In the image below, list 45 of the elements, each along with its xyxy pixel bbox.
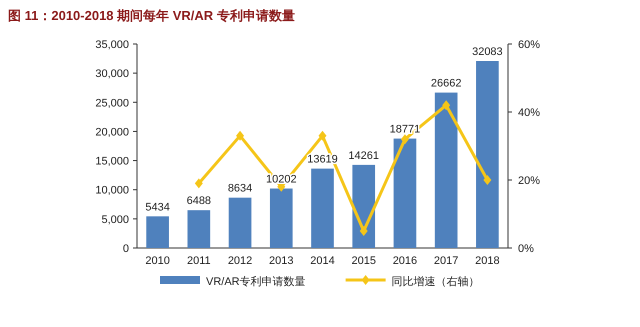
data-label: 14261 — [348, 150, 380, 162]
y-tick-label: 15,000 — [95, 156, 129, 168]
bar — [228, 198, 252, 248]
x-tick-label: 2011 — [187, 255, 211, 267]
y-tick-label: 25,000 — [95, 97, 129, 110]
y2-tick-label: 20% — [518, 175, 540, 187]
legend-label: 同比增速（右轴） — [392, 275, 480, 288]
data-label: 32083 — [472, 46, 503, 58]
point — [236, 130, 244, 141]
point — [194, 178, 203, 188]
bar — [476, 61, 499, 248]
bar — [146, 216, 169, 248]
y2-tick-label: 0% — [518, 243, 534, 255]
x-tick-label: 2013 — [269, 255, 294, 267]
x-tick-label: 2017 — [434, 255, 458, 267]
bar — [187, 210, 210, 248]
x-tick-label: 2012 — [228, 255, 252, 267]
x-tick-label: 2018 — [475, 255, 500, 267]
data-label: 6488 — [186, 195, 212, 208]
bar — [270, 188, 293, 248]
x-tick-label: 2015 — [351, 255, 376, 267]
x-tick-label: 2016 — [392, 255, 418, 267]
y2-tick-label: 60% — [518, 39, 540, 51]
y-tick-label: 35,000 — [95, 39, 129, 51]
y-tick-label: 0 — [122, 243, 129, 255]
point — [318, 130, 326, 141]
bar — [394, 138, 416, 248]
bar — [434, 92, 458, 248]
y2-tick-label: 40% — [518, 107, 540, 119]
y-tick-label: 30,000 — [95, 68, 129, 80]
data-label: 5434 — [145, 201, 170, 214]
x-tick-label: 2014 — [310, 255, 335, 267]
point — [360, 226, 368, 236]
y-tick-label: 10,000 — [95, 184, 129, 197]
data-label: 26662 — [430, 78, 462, 90]
data-label: 8634 — [228, 182, 252, 195]
point — [442, 100, 450, 110]
point — [400, 134, 409, 144]
y-tick-label: 20,000 — [95, 126, 129, 138]
bar — [311, 168, 334, 248]
chart-title: 图 11：2010-2018 期间每年 VR/AR 专利申请数量 — [8, 8, 295, 23]
x-tick-label: 2010 — [145, 255, 170, 267]
y-tick-label: 5,000 — [101, 214, 129, 226]
legend-label: VR/AR专利申请数量 — [206, 275, 306, 288]
point — [483, 175, 492, 185]
